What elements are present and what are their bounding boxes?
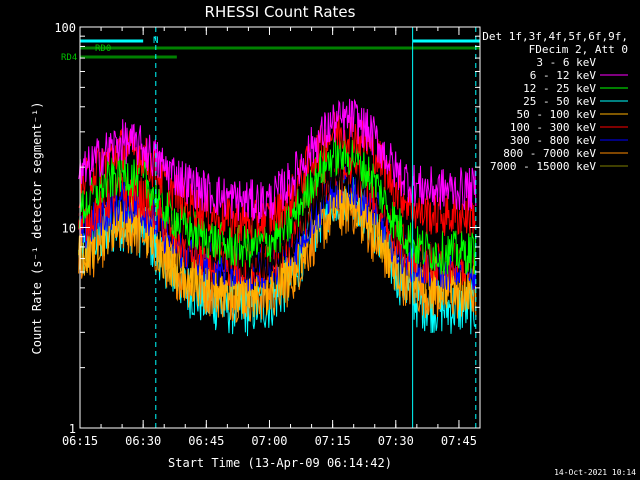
y-tick-label: 100 xyxy=(54,21,76,35)
timestamp: 14-Oct-2021 10:14 xyxy=(554,468,636,477)
y-tick-label: 1 xyxy=(69,422,76,436)
legend-entry-label: 50 - 100 keV xyxy=(517,108,597,121)
legend: Det 1f,3f,4f,5f,6f,9f,FDecim 2, Att 03 -… xyxy=(482,30,628,173)
x-tick-label: 07:45 xyxy=(441,434,477,448)
legend-entry-label: 25 - 50 keV xyxy=(523,95,596,108)
legend-entry-label: 3 - 6 keV xyxy=(536,56,596,69)
chart-title: RHESSI Count Rates xyxy=(205,3,356,21)
legend-entry-label: 6 - 12 keV xyxy=(530,69,597,82)
series-line xyxy=(78,98,477,224)
x-tick-label: 07:30 xyxy=(378,434,414,448)
y-axis-label: Count Rate (s⁻¹ detector segment⁻¹) xyxy=(30,102,44,355)
series-layer: RD0RD4N xyxy=(61,27,480,428)
x-tick-label: 07:15 xyxy=(315,434,351,448)
series-line xyxy=(78,133,477,275)
y-tick-label: 10 xyxy=(62,222,76,236)
flag-label-rd4: RD4 xyxy=(61,53,77,63)
x-tick-label: 06:15 xyxy=(62,434,98,448)
legend-entry-label: 12 - 25 keV xyxy=(523,82,596,95)
legend-entry-label: 100 - 300 keV xyxy=(510,121,596,134)
x-axis-label: Start Time (13-Apr-09 06:14:42) xyxy=(168,456,392,470)
legend-entry-label: 300 - 800 keV xyxy=(510,134,596,147)
legend-header: Det 1f,3f,4f,5f,6f,9f, xyxy=(482,30,628,43)
x-tick-label: 06:30 xyxy=(125,434,161,448)
legend-entry-label: 800 - 7000 keV xyxy=(503,147,596,160)
series-line xyxy=(78,112,477,243)
legend-header: FDecim 2, Att 0 xyxy=(529,43,628,56)
x-tick-label: 06:45 xyxy=(188,434,224,448)
axes-layer: 06:15 06:30 06:45 07:00 07:15 07:30 07:45 1 10 10… xyxy=(54,21,481,448)
flag-label-rd0: RD0 xyxy=(95,44,111,54)
legend-entry-label: 7000 - 15000 keV xyxy=(490,160,596,173)
x-tick-label: 07:00 xyxy=(251,434,287,448)
